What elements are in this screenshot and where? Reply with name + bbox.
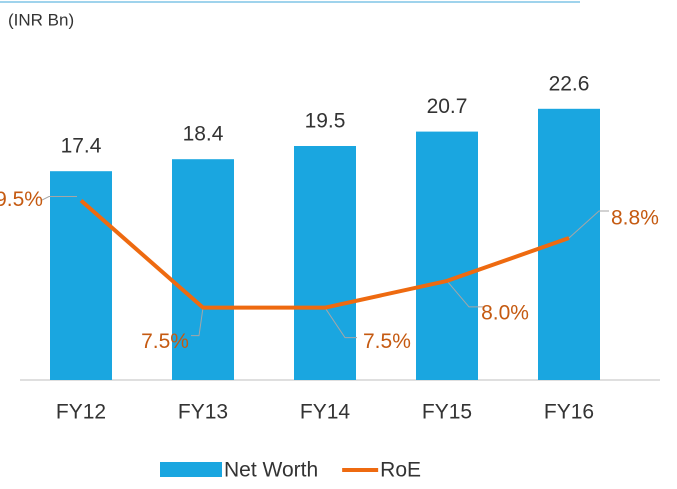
chart-subtitle: (INR Bn): [8, 10, 74, 29]
x-tick-label: FY15: [422, 401, 472, 424]
data-label: 9.5%: [0, 188, 43, 211]
data-label: 7.5%: [363, 330, 411, 353]
leader-line: [446, 280, 483, 308]
legend-label: RoE: [380, 459, 421, 482]
leader-line: [324, 307, 357, 339]
line: [79, 199, 570, 310]
leader-line: [568, 210, 609, 239]
data-label: 17.4: [61, 135, 102, 158]
data-label: 8.8%: [611, 207, 659, 230]
data-label: 22.6: [549, 72, 590, 95]
data-label: 18.4: [183, 123, 224, 146]
data-label: 19.5: [305, 110, 346, 133]
x-tick-label: FY14: [300, 401, 351, 424]
x-tick-label: FY13: [178, 401, 228, 424]
x-tick-label: FY16: [544, 401, 594, 424]
bar: [172, 159, 234, 380]
x-tick-label: FY12: [56, 401, 106, 424]
legend-label: Net Worth: [224, 459, 318, 482]
data-label: 8.0%: [481, 301, 529, 324]
leader-line: [40, 196, 77, 201]
bar: [416, 131, 478, 380]
data-label: 20.7: [427, 95, 468, 118]
bar: [50, 171, 112, 380]
data-label: 7.5%: [141, 330, 189, 353]
leader-line: [191, 307, 204, 337]
bar: [294, 146, 356, 380]
legend-swatch: [160, 462, 222, 477]
